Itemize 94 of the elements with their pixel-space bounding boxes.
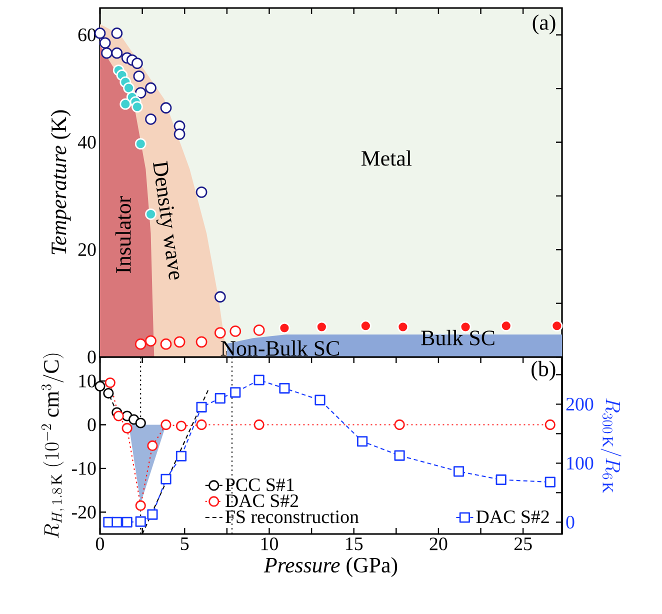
point xyxy=(147,440,158,452)
point xyxy=(176,450,187,462)
y2-axis-title: $R_{300\,\mathrm{K}}/R_{6\,\mathrm{K}}$ xyxy=(600,398,622,493)
point xyxy=(214,393,226,404)
point xyxy=(134,338,146,350)
point xyxy=(99,37,111,49)
point xyxy=(135,418,146,428)
y-tick-label: 0 xyxy=(88,418,96,432)
legend-label: DAC S#2 xyxy=(225,494,298,508)
point xyxy=(134,138,146,150)
point xyxy=(278,322,290,334)
point xyxy=(160,338,172,350)
annotation: (a) xyxy=(532,14,556,34)
point xyxy=(111,47,123,59)
y2-tick-label: 100 xyxy=(567,456,594,470)
annotation: Metal xyxy=(362,150,412,166)
annotation: Bulk SC xyxy=(421,330,494,346)
point xyxy=(120,98,132,110)
point xyxy=(122,422,132,434)
point xyxy=(314,394,326,406)
y-tick-label: 20 xyxy=(78,243,96,256)
point xyxy=(196,186,208,198)
point xyxy=(135,516,146,527)
y-tick-label: 60 xyxy=(78,28,96,42)
point xyxy=(174,336,186,348)
point xyxy=(94,380,106,392)
x-axis-title: Pressure (GPa) xyxy=(264,557,398,578)
x-tick-label: 15 xyxy=(346,538,363,550)
x-tick-label: 20 xyxy=(430,538,448,550)
point xyxy=(196,402,207,412)
point xyxy=(176,420,187,432)
point xyxy=(544,419,556,430)
point xyxy=(145,335,156,347)
point xyxy=(214,327,226,339)
point xyxy=(253,324,265,336)
point xyxy=(500,320,512,332)
legend-label: DAC S#2 xyxy=(476,510,549,524)
y2-tick-label: 200 xyxy=(566,398,594,411)
point xyxy=(214,291,226,303)
point xyxy=(103,388,114,399)
point xyxy=(196,336,208,348)
point xyxy=(145,113,156,125)
point xyxy=(551,320,563,332)
x-tick-label: 25 xyxy=(514,538,532,550)
y-tick-label: -10 xyxy=(72,462,96,475)
point xyxy=(357,436,368,447)
legend-label: FS reconstruction xyxy=(225,510,359,524)
y-axis-title: $R_{H,\,1.8\,\mathrm{K}}\ (10^{-2}\ \mathrm{cm}^{3}/\mathrm{C})$ xyxy=(41,354,64,538)
point xyxy=(113,410,124,422)
point xyxy=(254,419,264,430)
point xyxy=(196,419,207,430)
point xyxy=(360,320,372,332)
point xyxy=(174,128,186,140)
y-tick-label: 10 xyxy=(79,374,96,388)
point xyxy=(123,82,134,94)
annotation: (b) xyxy=(532,360,556,381)
point xyxy=(147,509,158,520)
annotation: Density wave xyxy=(152,160,180,280)
point xyxy=(254,374,264,386)
point xyxy=(101,47,112,59)
point xyxy=(160,102,172,114)
point xyxy=(160,474,172,484)
point xyxy=(132,58,143,69)
point xyxy=(112,516,122,528)
point xyxy=(397,321,409,333)
y-tick-label: -20 xyxy=(72,506,96,519)
point xyxy=(135,500,146,511)
y-tick-label: 40 xyxy=(78,136,96,149)
annotation: Insulator xyxy=(115,196,131,274)
point xyxy=(122,516,132,528)
x-tick-label: 5 xyxy=(180,538,189,550)
legend-label: PCC S#1 xyxy=(225,478,294,492)
y2-tick-label: 0 xyxy=(566,516,574,529)
point xyxy=(145,82,156,94)
point xyxy=(453,466,464,477)
point xyxy=(544,476,556,488)
point xyxy=(104,377,116,388)
point xyxy=(279,382,290,394)
point xyxy=(230,326,242,337)
point xyxy=(230,387,241,398)
point xyxy=(133,70,145,82)
point xyxy=(394,450,405,461)
point xyxy=(394,419,405,430)
annotation: Non-Bulk SC xyxy=(220,340,339,356)
point xyxy=(111,28,123,39)
x-tick-label: 10 xyxy=(261,538,278,550)
y-tick-label: 0 xyxy=(88,350,96,364)
point xyxy=(496,474,506,486)
y-axis-title: Temperature (K) xyxy=(50,110,71,254)
x-tick-label: 0 xyxy=(96,538,104,550)
point xyxy=(160,419,172,430)
point xyxy=(132,101,143,112)
point xyxy=(134,87,146,99)
point xyxy=(316,321,328,333)
